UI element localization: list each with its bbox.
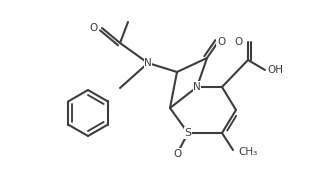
Text: OH: OH: [267, 65, 283, 75]
Text: S: S: [184, 128, 192, 138]
Text: O: O: [174, 149, 182, 159]
Text: O: O: [217, 37, 225, 47]
Text: O: O: [90, 23, 98, 33]
Text: N: N: [144, 58, 152, 68]
Text: O: O: [235, 37, 243, 47]
Text: N: N: [193, 82, 201, 92]
Text: CH₃: CH₃: [238, 147, 257, 157]
